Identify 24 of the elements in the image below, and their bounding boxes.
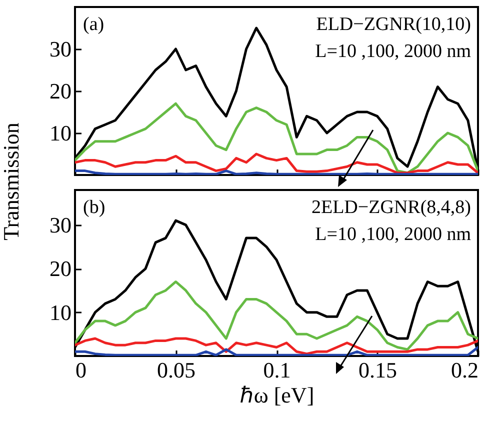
line-series [75, 337, 478, 356]
y-tick-label: 10 [50, 120, 72, 146]
x-axis-title: ℏω [eV] [240, 382, 314, 408]
line-series [75, 280, 478, 351]
line-series [75, 102, 478, 174]
x-tick-label: 0.15 [358, 358, 397, 382]
x-tick-label: 0.05 [157, 358, 196, 382]
annotation: ELD−ZGNR(10,10) [316, 14, 471, 35]
line-series [75, 346, 478, 356]
y-tick-label: 20 [50, 78, 72, 104]
x-tick-label: 0.1 [263, 358, 291, 382]
y-tick-label: 30 [50, 36, 72, 62]
line-series [75, 152, 478, 174]
annotation: (b) [83, 197, 106, 218]
x-tick-label: 0 [76, 358, 86, 382]
annotation: (a) [83, 14, 104, 35]
y-tick-label: 30 [50, 212, 72, 238]
y-axis-title: Transmission [0, 122, 24, 240]
y-tick-label: 10 [50, 300, 72, 325]
annotation: L=10 ,100, 2000 nm [315, 41, 472, 62]
annotation: 2ELD−ZGNR(8,4,8) [311, 197, 471, 218]
y-tick-label: 20 [50, 256, 72, 282]
x-tick-label: 0.2 [451, 358, 478, 382]
annotation: L=10 ,100, 2000 nm [315, 224, 472, 245]
